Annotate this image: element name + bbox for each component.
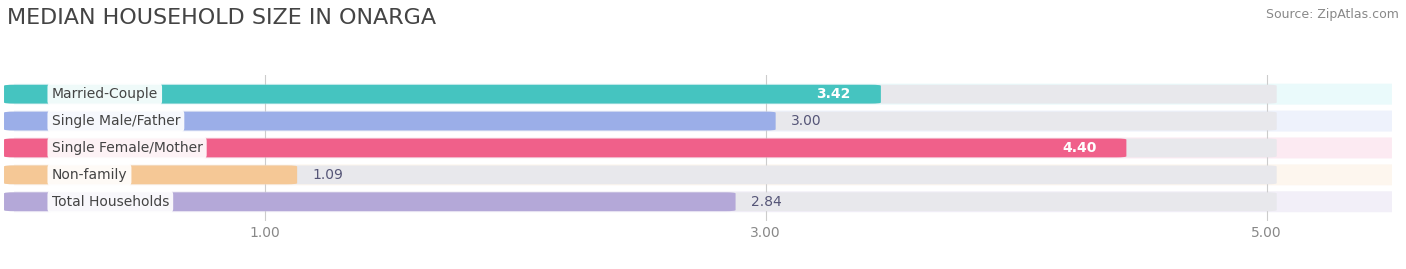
Text: Total Households: Total Households (52, 195, 169, 209)
FancyBboxPatch shape (14, 191, 1392, 212)
FancyBboxPatch shape (4, 85, 882, 104)
FancyBboxPatch shape (4, 139, 1126, 157)
Text: Non-family: Non-family (52, 168, 128, 182)
FancyBboxPatch shape (4, 165, 297, 184)
FancyBboxPatch shape (4, 192, 735, 211)
FancyBboxPatch shape (14, 111, 1392, 132)
FancyBboxPatch shape (14, 84, 1392, 105)
Text: MEDIAN HOUSEHOLD SIZE IN ONARGA: MEDIAN HOUSEHOLD SIZE IN ONARGA (7, 8, 436, 28)
FancyBboxPatch shape (4, 85, 1277, 104)
FancyBboxPatch shape (4, 192, 1277, 211)
Text: Single Male/Father: Single Male/Father (52, 114, 180, 128)
Text: Single Female/Mother: Single Female/Mother (52, 141, 202, 155)
Text: 1.09: 1.09 (312, 168, 343, 182)
Text: 4.40: 4.40 (1062, 141, 1097, 155)
Text: 2.84: 2.84 (751, 195, 782, 209)
FancyBboxPatch shape (14, 164, 1392, 185)
FancyBboxPatch shape (4, 112, 1277, 130)
FancyBboxPatch shape (4, 139, 1277, 157)
Text: Source: ZipAtlas.com: Source: ZipAtlas.com (1265, 8, 1399, 21)
Text: 3.00: 3.00 (790, 114, 821, 128)
Text: Married-Couple: Married-Couple (52, 87, 157, 101)
FancyBboxPatch shape (14, 137, 1392, 158)
FancyBboxPatch shape (4, 165, 1277, 184)
Text: 3.42: 3.42 (817, 87, 851, 101)
FancyBboxPatch shape (4, 112, 776, 130)
